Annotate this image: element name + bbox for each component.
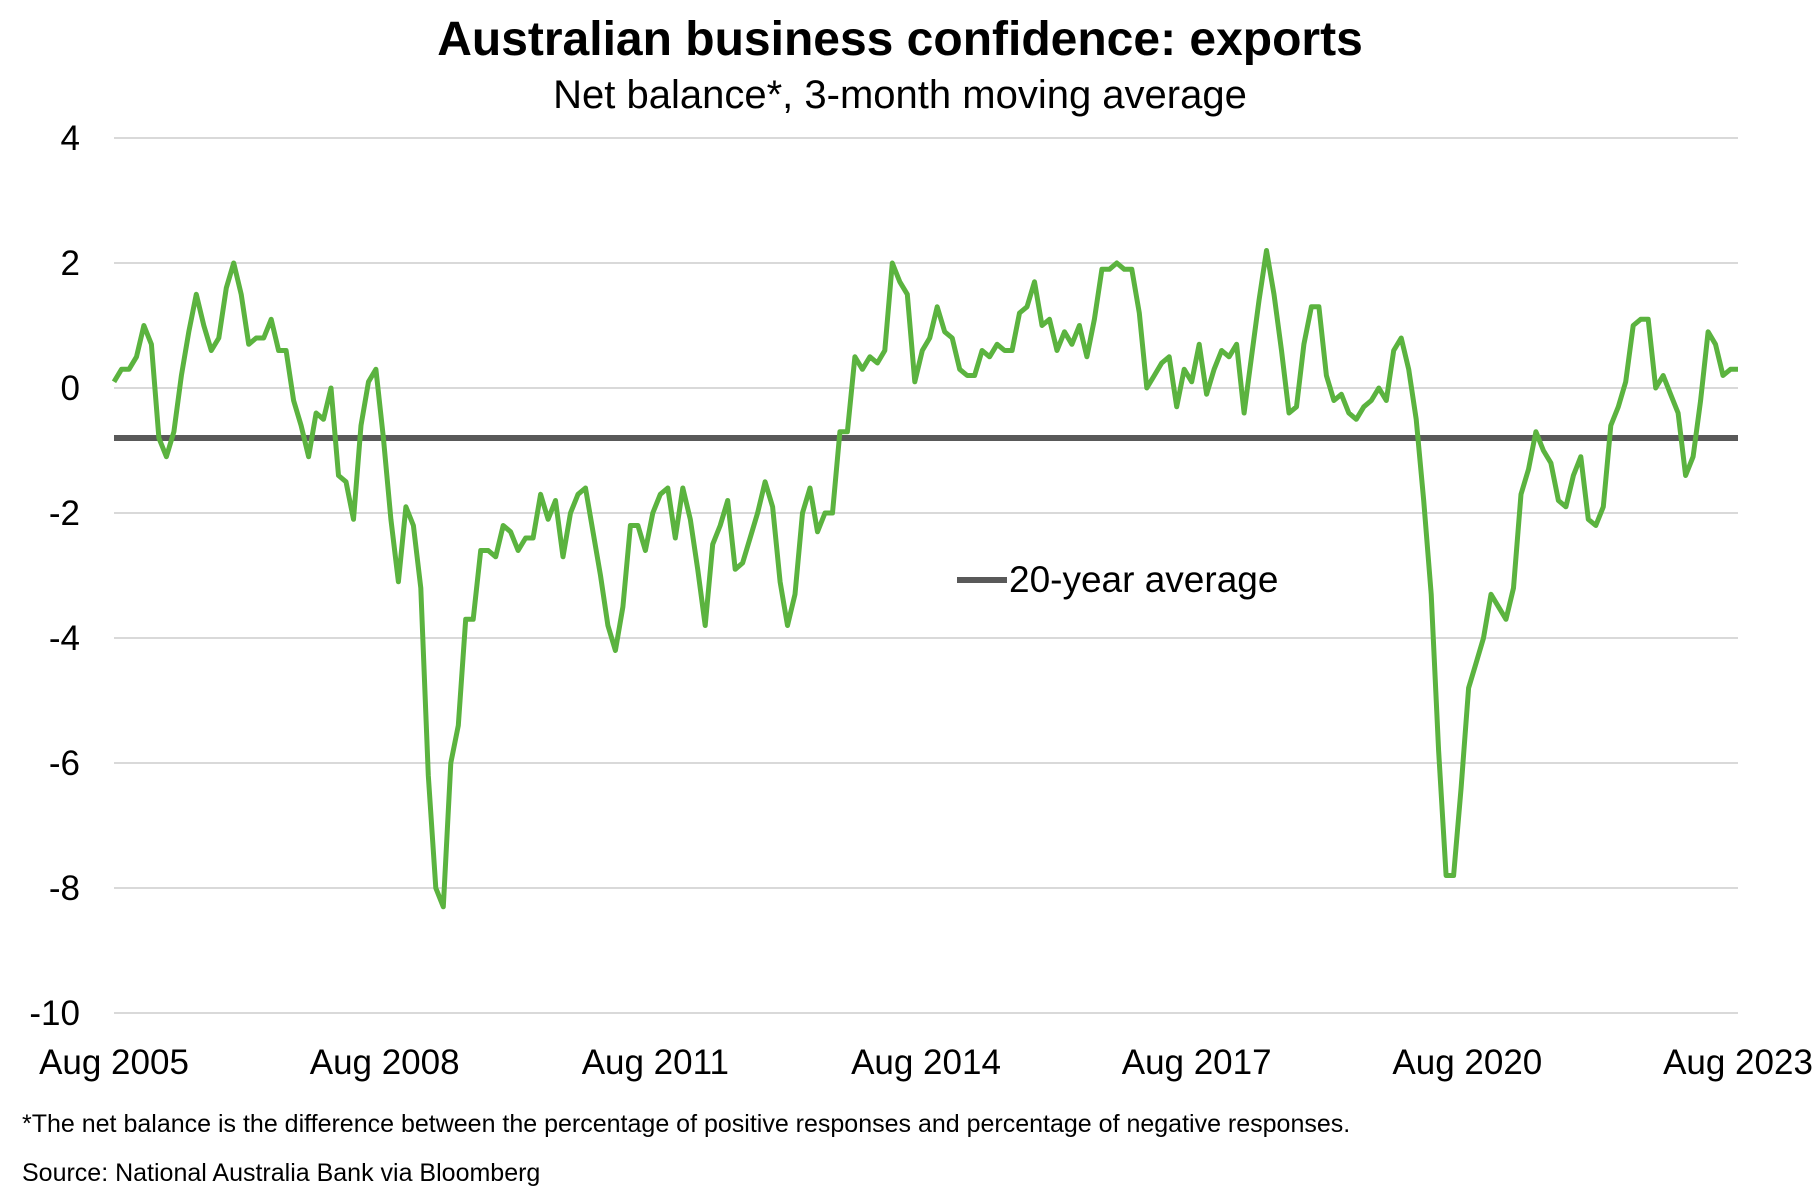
source-note: Source: National Australia Bank via Bloo… (22, 1159, 540, 1187)
chart-subtitle: Net balance*, 3-month moving average (553, 73, 1247, 117)
x-tick-label: Aug 2011 (582, 1043, 729, 1082)
y-tick-label: 0 (61, 369, 80, 408)
legend: 20-year average (957, 559, 1278, 600)
x-tick-label: Aug 2014 (851, 1043, 1001, 1082)
x-axis-ticks: Aug 2005 Aug 2008 Aug 2011 Aug 2014 Aug 2017… (39, 1043, 1813, 1082)
y-tick-label: -10 (29, 994, 80, 1033)
y-tick-label: 2 (61, 244, 80, 283)
x-tick-label: Aug 2020 (1392, 1043, 1542, 1082)
y-tick-label: -6 (49, 744, 80, 783)
legend-label: 20-year average (1009, 559, 1278, 600)
x-tick-label: Aug 2005 (39, 1043, 189, 1082)
y-tick-label: -4 (49, 619, 80, 658)
gridlines (114, 137, 1738, 1014)
footnote: *The net balance is the difference betwe… (22, 1110, 1350, 1138)
x-tick-label: Aug 2008 (310, 1043, 460, 1082)
x-tick-label: Aug 2017 (1122, 1043, 1272, 1082)
y-tick-label: 4 (61, 119, 80, 158)
exports-confidence-line (111, 248, 1738, 910)
x-tick-label: Aug 2023 (1663, 1043, 1813, 1082)
y-axis-ticks: 4 2 0 -2 -4 -6 -8 -10 (29, 119, 80, 1033)
y-tick-label: -2 (49, 494, 80, 533)
y-tick-label: -8 (49, 869, 80, 908)
chart-title: Australian business confidence: exports (437, 13, 1363, 66)
